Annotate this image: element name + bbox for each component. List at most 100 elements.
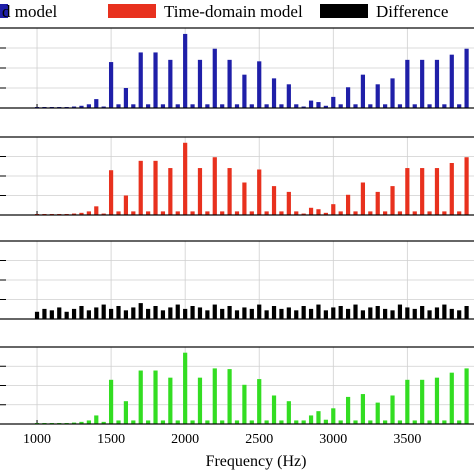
bar — [116, 211, 121, 215]
bar — [79, 105, 84, 108]
bar — [190, 420, 195, 424]
bar — [116, 104, 121, 108]
bar — [264, 211, 269, 215]
legend-swatch — [320, 4, 368, 18]
bar — [242, 182, 247, 215]
bar — [308, 308, 314, 319]
bar — [175, 104, 180, 108]
x-tick-label: 3000 — [319, 432, 347, 447]
bar — [294, 420, 299, 424]
x-tick-label: 2000 — [171, 432, 199, 447]
bar — [427, 104, 432, 108]
bar — [212, 48, 217, 108]
bar — [123, 310, 129, 319]
bar — [464, 306, 469, 319]
bar — [153, 52, 158, 108]
bar — [131, 211, 136, 215]
bar — [457, 310, 462, 319]
bar — [279, 420, 284, 424]
bar — [271, 395, 277, 424]
bar — [160, 104, 166, 108]
bar — [249, 211, 254, 215]
bar — [294, 211, 299, 215]
bar — [220, 420, 225, 424]
bar — [353, 104, 358, 108]
bar — [338, 420, 343, 424]
bar — [234, 310, 240, 319]
bar — [242, 74, 247, 108]
bar — [308, 100, 314, 108]
bar — [183, 352, 188, 424]
bar — [108, 379, 114, 424]
bar — [360, 74, 366, 108]
bar — [175, 420, 180, 424]
bar — [227, 369, 232, 424]
bar — [338, 104, 343, 108]
x-tick-label: 3500 — [393, 432, 421, 447]
bar — [79, 421, 84, 424]
bar — [205, 310, 210, 319]
legend-swatch — [0, 4, 8, 18]
panel-1 — [0, 27, 474, 109]
bar — [279, 211, 284, 215]
panel-2 — [0, 136, 474, 216]
bar — [257, 304, 262, 319]
bar — [360, 182, 366, 215]
bar — [316, 411, 321, 424]
bar — [197, 377, 203, 424]
bar — [94, 206, 99, 215]
bar — [375, 402, 380, 424]
bar — [397, 304, 403, 319]
bar — [345, 87, 351, 108]
bar — [101, 421, 106, 424]
bar — [383, 211, 388, 215]
bar — [368, 420, 373, 424]
bar — [420, 59, 425, 108]
bar — [71, 308, 77, 319]
bar — [353, 211, 358, 215]
bar — [79, 212, 84, 215]
bar — [94, 307, 99, 319]
bar — [427, 420, 432, 424]
bar — [101, 304, 106, 319]
bar — [405, 379, 410, 424]
legend-label: Time-domain model — [164, 2, 303, 21]
bar — [101, 106, 106, 108]
bar — [412, 308, 417, 319]
bar — [301, 420, 306, 424]
bar — [375, 84, 380, 108]
bar — [160, 211, 166, 215]
bar — [168, 168, 173, 215]
bar — [301, 106, 306, 108]
bar — [457, 420, 462, 424]
bar — [427, 211, 432, 215]
bar — [412, 420, 417, 424]
panel-frame — [0, 240, 474, 320]
bar — [271, 306, 277, 319]
bar — [131, 104, 136, 108]
bar — [464, 157, 469, 215]
bar — [420, 379, 425, 424]
bar — [116, 306, 121, 319]
bar — [197, 307, 203, 319]
bar — [146, 211, 151, 215]
bar — [294, 310, 299, 319]
bar — [286, 307, 291, 319]
legend-entry: d model — [0, 2, 58, 21]
bar — [168, 377, 173, 424]
bar — [331, 408, 336, 424]
bar — [197, 168, 203, 215]
bar — [308, 207, 314, 215]
bar — [397, 104, 403, 108]
bar — [264, 104, 269, 108]
bar — [449, 54, 454, 108]
bar — [64, 311, 69, 319]
bar — [390, 395, 395, 424]
x-tick-label: 1500 — [97, 432, 125, 447]
bar — [442, 420, 447, 424]
bar — [138, 370, 143, 424]
bar — [183, 308, 188, 319]
bar — [331, 307, 336, 319]
bar — [434, 168, 440, 215]
